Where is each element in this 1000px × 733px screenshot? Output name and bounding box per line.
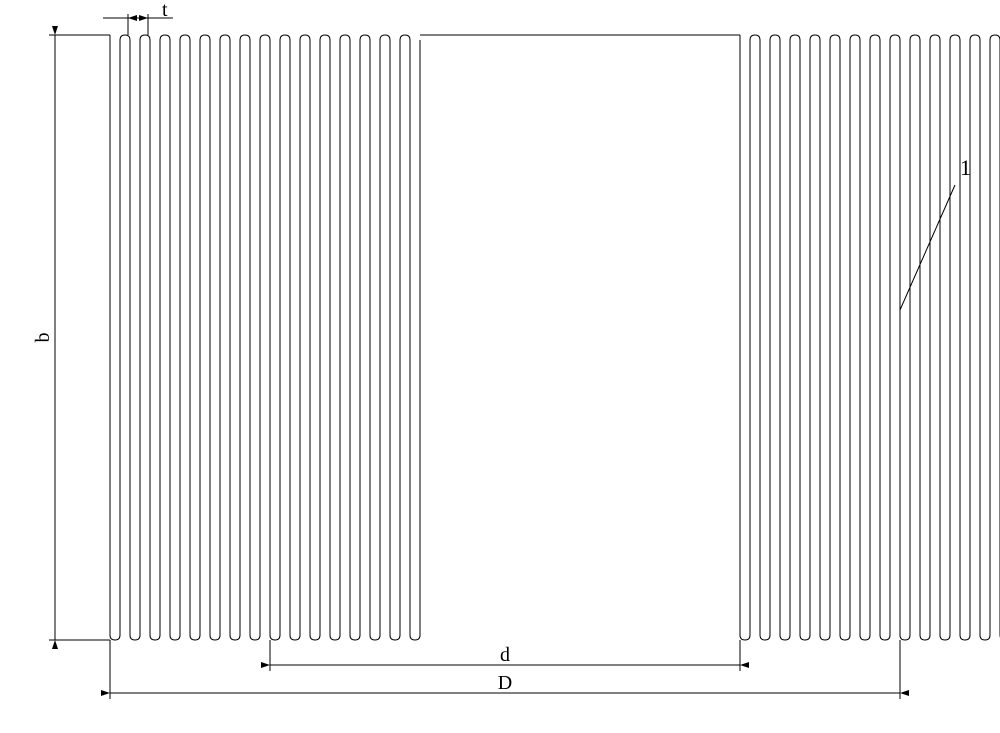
right-corrugation: [740, 35, 1000, 640]
arrowhead: [101, 690, 110, 696]
arrowhead: [139, 15, 148, 21]
arrowhead: [128, 15, 137, 21]
arrowhead: [52, 26, 58, 35]
dim-label: d: [500, 644, 510, 666]
arrowhead: [900, 690, 909, 696]
arrowhead: [52, 640, 58, 649]
bellows-outline: [110, 35, 1000, 640]
callout-leader: [900, 185, 955, 310]
arrowhead: [261, 662, 270, 668]
dimension-annotations: b t dD: [32, 0, 909, 699]
left-corrugation: [110, 35, 420, 640]
dim-label: D: [498, 672, 512, 694]
callout-label: 1: [960, 155, 971, 180]
dim-label: b: [32, 333, 54, 343]
bellows-diagram: b t dD 1: [0, 0, 1000, 733]
arrowhead: [740, 662, 749, 668]
dim-label: t: [162, 0, 168, 21]
